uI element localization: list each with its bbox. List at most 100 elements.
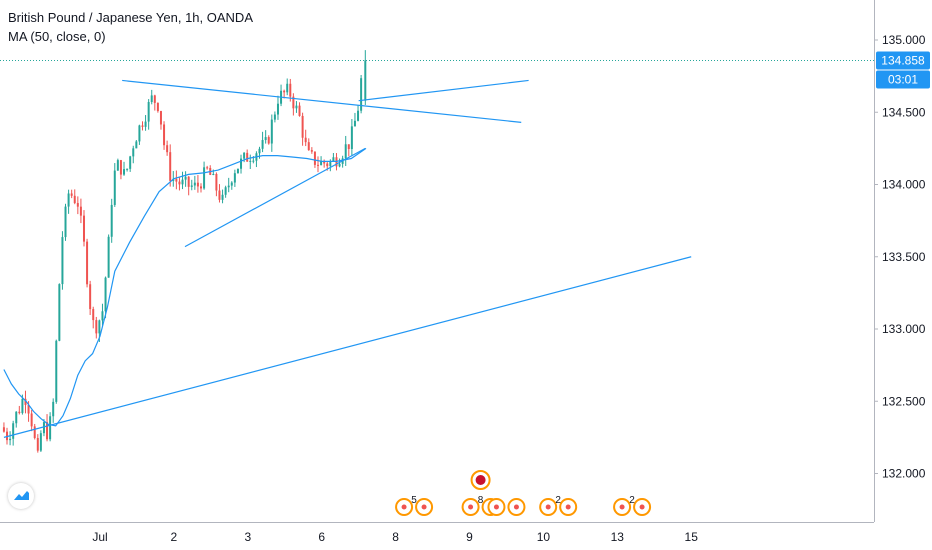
candle-body[interactable] bbox=[184, 176, 187, 180]
candle-body[interactable] bbox=[147, 101, 150, 122]
candle-body[interactable] bbox=[199, 186, 202, 189]
candle-body[interactable] bbox=[187, 176, 190, 187]
candle-body[interactable] bbox=[357, 110, 360, 121]
candle-body[interactable] bbox=[212, 174, 215, 176]
candle-body[interactable] bbox=[283, 90, 286, 93]
candle-body[interactable] bbox=[175, 178, 178, 182]
candle-body[interactable] bbox=[273, 114, 276, 120]
candle-body[interactable] bbox=[350, 126, 353, 150]
indicator-title[interactable]: MA (50, close, 0) bbox=[8, 29, 106, 44]
candle-body[interactable] bbox=[276, 103, 279, 115]
candle-body[interactable] bbox=[267, 137, 270, 144]
candle-body[interactable] bbox=[329, 161, 332, 167]
ma-50-line[interactable] bbox=[3, 147, 367, 427]
candle-body[interactable] bbox=[206, 167, 209, 169]
candle-body[interactable] bbox=[364, 60, 367, 101]
candle-body[interactable] bbox=[295, 105, 298, 109]
candle-body[interactable] bbox=[67, 193, 70, 207]
candle-body[interactable] bbox=[313, 151, 316, 165]
candle-body[interactable] bbox=[70, 193, 73, 196]
candle-body[interactable] bbox=[27, 404, 30, 414]
candle-body[interactable] bbox=[138, 125, 141, 142]
candle-body[interactable] bbox=[240, 158, 243, 169]
candle-body[interactable] bbox=[61, 237, 64, 285]
candle-body[interactable] bbox=[181, 179, 184, 185]
candle-body[interactable] bbox=[310, 150, 313, 152]
candle-body[interactable] bbox=[101, 311, 104, 321]
candle-body[interactable] bbox=[292, 96, 295, 109]
trendline[interactable] bbox=[358, 79, 529, 102]
candle-body[interactable] bbox=[104, 277, 107, 312]
candle-body[interactable] bbox=[42, 422, 45, 434]
candle-body[interactable] bbox=[233, 173, 236, 183]
candle-body[interactable] bbox=[218, 190, 221, 200]
candle-body[interactable] bbox=[12, 423, 15, 439]
candle-body[interactable] bbox=[73, 195, 76, 204]
candle-body[interactable] bbox=[326, 163, 329, 167]
candle-body[interactable] bbox=[116, 160, 119, 171]
candle-body[interactable] bbox=[338, 163, 341, 167]
candle-body[interactable] bbox=[9, 438, 12, 441]
candle-body[interactable] bbox=[49, 416, 52, 440]
candle-body[interactable] bbox=[332, 157, 335, 162]
candle-body[interactable] bbox=[360, 78, 363, 111]
candle-body[interactable] bbox=[52, 401, 55, 417]
candle-body[interactable] bbox=[82, 215, 85, 242]
candle-body[interactable] bbox=[215, 174, 218, 191]
candle-body[interactable] bbox=[113, 170, 116, 205]
candle-body[interactable] bbox=[2, 427, 5, 432]
candle-body[interactable] bbox=[344, 144, 347, 159]
candle-body[interactable] bbox=[24, 398, 27, 405]
candle-body[interactable] bbox=[353, 120, 356, 127]
candle-body[interactable] bbox=[221, 194, 224, 200]
candle-body[interactable] bbox=[86, 241, 89, 285]
candle-body[interactable] bbox=[166, 145, 169, 153]
tradingview-logo-icon[interactable] bbox=[8, 483, 34, 509]
candle-body[interactable] bbox=[289, 83, 292, 97]
candle-body[interactable] bbox=[298, 105, 301, 116]
candle-body[interactable] bbox=[243, 152, 246, 159]
candle-body[interactable] bbox=[39, 433, 42, 451]
candle-body[interactable] bbox=[261, 140, 264, 149]
candle-body[interactable] bbox=[123, 169, 126, 175]
candle-body[interactable] bbox=[144, 121, 147, 127]
candle-body[interactable] bbox=[135, 141, 138, 149]
candle-body[interactable] bbox=[98, 320, 101, 334]
candle-body[interactable] bbox=[79, 206, 82, 216]
candle-body[interactable] bbox=[64, 206, 67, 238]
candle-body[interactable] bbox=[246, 152, 249, 162]
candle-body[interactable] bbox=[323, 160, 326, 164]
candle-body[interactable] bbox=[6, 431, 9, 441]
candle-body[interactable] bbox=[196, 182, 199, 187]
candle-body[interactable] bbox=[249, 160, 252, 162]
candle-body[interactable] bbox=[301, 115, 304, 138]
candle-body[interactable] bbox=[304, 137, 307, 143]
candle-body[interactable] bbox=[129, 156, 132, 169]
candle-body[interactable] bbox=[33, 426, 36, 439]
candle-body[interactable] bbox=[141, 125, 144, 127]
candle-body[interactable] bbox=[92, 309, 95, 321]
candle-body[interactable] bbox=[193, 182, 196, 186]
candle-body[interactable] bbox=[30, 413, 33, 427]
trendline[interactable] bbox=[184, 147, 366, 248]
candle-body[interactable] bbox=[236, 168, 239, 174]
candle-body[interactable] bbox=[107, 236, 110, 278]
candle-body[interactable] bbox=[190, 185, 193, 187]
candle-body[interactable] bbox=[18, 411, 21, 414]
candle-body[interactable] bbox=[203, 167, 206, 189]
candle-body[interactable] bbox=[178, 181, 181, 185]
candle-body[interactable] bbox=[320, 160, 323, 166]
candle-body[interactable] bbox=[36, 438, 39, 451]
candle-body[interactable] bbox=[169, 152, 172, 181]
candle-body[interactable] bbox=[150, 95, 153, 102]
candle-body[interactable] bbox=[119, 160, 122, 175]
trendline[interactable] bbox=[3, 256, 692, 438]
candle-body[interactable] bbox=[347, 144, 350, 150]
candle-body[interactable] bbox=[95, 320, 98, 334]
candle-body[interactable] bbox=[46, 422, 49, 440]
last-price-badge[interactable] bbox=[876, 51, 930, 70]
candle-body[interactable] bbox=[224, 187, 227, 195]
candle-body[interactable] bbox=[307, 142, 310, 151]
candle-body[interactable] bbox=[132, 148, 135, 157]
